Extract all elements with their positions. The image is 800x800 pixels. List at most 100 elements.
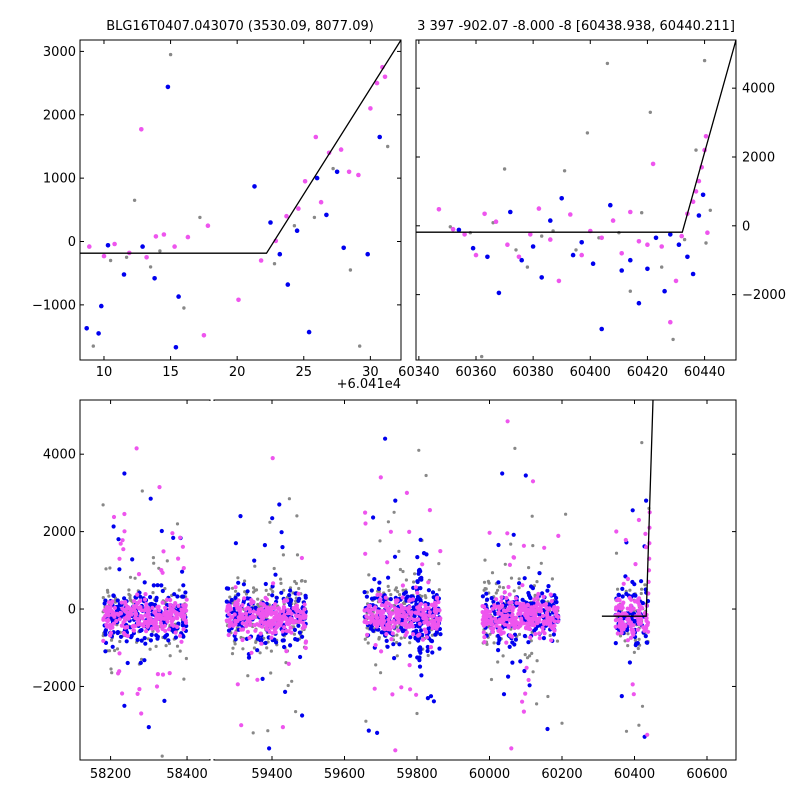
data-point [155, 583, 160, 588]
data-point [526, 677, 531, 683]
data-point [433, 603, 438, 608]
data-point [628, 209, 633, 215]
data-point [480, 354, 484, 359]
data-point [258, 601, 263, 606]
data-point [295, 514, 299, 518]
data-point [118, 541, 123, 546]
data-point [121, 547, 126, 552]
data-point [174, 611, 179, 616]
data-point [235, 682, 240, 687]
data-point [514, 620, 519, 625]
data-point [242, 596, 247, 601]
data-point [230, 586, 235, 590]
data-point [142, 636, 147, 641]
data-point [236, 576, 240, 580]
data-point [396, 620, 401, 625]
data-point [160, 570, 165, 575]
data-point [377, 580, 382, 585]
data-point [182, 606, 187, 611]
data-point [620, 602, 625, 607]
data-point [392, 510, 396, 514]
data-point [384, 638, 389, 644]
data-point [139, 638, 144, 643]
data-point [511, 532, 516, 537]
data-point [432, 621, 437, 627]
data-point [517, 577, 521, 581]
data-point [163, 610, 168, 615]
data-point [230, 615, 235, 620]
data-point [396, 590, 400, 594]
data-point [481, 614, 486, 619]
plot-area-right [224, 400, 654, 753]
data-point [436, 600, 441, 605]
data-point [233, 595, 238, 601]
data-point [531, 601, 536, 606]
data-point [165, 559, 169, 563]
data-point [631, 692, 636, 697]
data-point [513, 637, 519, 642]
data-point [512, 632, 518, 637]
data-point [117, 617, 122, 622]
data-point [296, 206, 301, 211]
data-point [401, 569, 405, 574]
data-point [426, 606, 431, 611]
data-point [96, 331, 101, 336]
y-tick-label: 3000 [43, 45, 76, 60]
data-point [418, 650, 423, 655]
data-point [145, 606, 151, 611]
data-point [498, 628, 503, 633]
data-point [579, 240, 584, 245]
data-point [388, 612, 393, 618]
data-point [155, 605, 160, 610]
data-point [617, 620, 623, 626]
data-point [403, 618, 408, 623]
data-point [269, 609, 274, 614]
data-point [118, 639, 122, 644]
data-point [525, 613, 530, 618]
data-point [462, 232, 467, 237]
data-point [270, 593, 275, 598]
data-point [380, 619, 385, 625]
data-point [258, 258, 264, 263]
x-tick-label: 59400 [251, 767, 292, 782]
data-point [314, 175, 320, 181]
data-point [175, 522, 180, 526]
data-point [374, 80, 380, 86]
data-point [399, 625, 404, 630]
data-point [184, 656, 188, 661]
data-point [369, 588, 374, 593]
data-point [246, 674, 250, 678]
data-point [281, 599, 287, 604]
data-point [506, 623, 511, 628]
data-point [168, 606, 173, 611]
data-point [166, 627, 172, 632]
data-point [101, 596, 105, 600]
data-point [111, 514, 117, 520]
data-point [136, 605, 141, 611]
y-tick-label: 2000 [43, 525, 76, 540]
data-point [509, 542, 513, 546]
data-point [312, 215, 317, 220]
data-point [252, 623, 257, 628]
data-point [488, 632, 492, 636]
data-point [131, 628, 137, 633]
data-point [507, 618, 513, 623]
data-point [613, 641, 618, 646]
data-point [626, 616, 631, 621]
data-point [568, 212, 573, 217]
data-point [149, 632, 154, 638]
data-point [623, 537, 628, 543]
data-point [297, 619, 302, 625]
data-point [243, 621, 249, 626]
data-point [248, 622, 253, 628]
data-point [496, 542, 501, 548]
data-point [539, 561, 543, 565]
data-point [168, 654, 172, 658]
data-point [473, 252, 479, 258]
data-point [168, 597, 173, 603]
data-point [173, 630, 178, 635]
data-point [125, 633, 130, 639]
data-point [521, 621, 526, 626]
data-point [514, 248, 518, 252]
data-point [284, 616, 289, 621]
